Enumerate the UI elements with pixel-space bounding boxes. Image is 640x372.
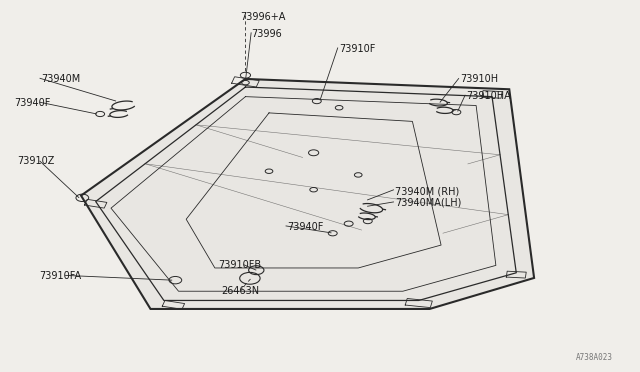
Text: 73940F: 73940F [287,222,323,232]
Text: 73996: 73996 [251,29,282,39]
Text: 73940F: 73940F [14,98,51,108]
Text: 73910F: 73910F [339,44,376,54]
Text: 73940MA(LH): 73940MA(LH) [395,198,461,208]
Text: 73940M (RH): 73940M (RH) [395,186,460,196]
Text: 73910H: 73910H [460,74,499,84]
Text: 73940M: 73940M [41,74,80,84]
Text: 73910Z: 73910Z [17,156,54,166]
Text: 73910FB: 73910FB [218,260,261,270]
Polygon shape [81,79,534,309]
Text: 73910FA: 73910FA [40,272,82,282]
Text: 73910HA: 73910HA [467,90,511,100]
Text: 73996+A: 73996+A [241,12,285,22]
Text: 26463N: 26463N [221,286,259,296]
Text: A738A023: A738A023 [576,353,613,362]
